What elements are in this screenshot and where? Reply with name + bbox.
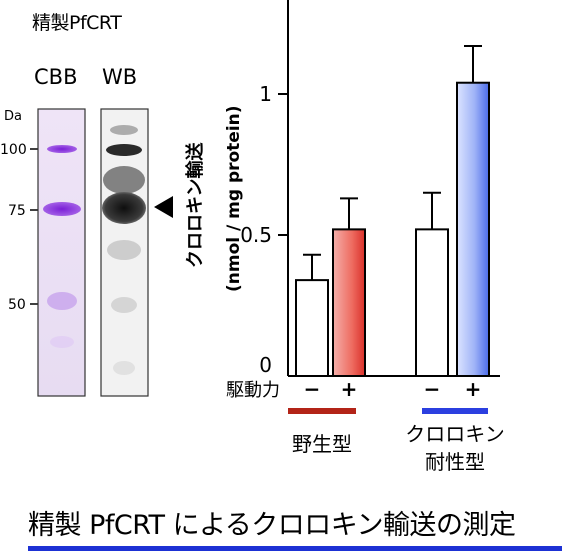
cbb-band-faint: [50, 336, 74, 348]
x-row-label: 駆動力: [226, 380, 280, 401]
cbb-band-100: [47, 145, 77, 153]
unit-label: Da: [4, 109, 22, 124]
caption-rule: [28, 546, 562, 551]
category-label-0: −: [304, 377, 321, 401]
bar-3: [456, 81, 490, 377]
wb-band-50: [111, 297, 137, 313]
group-bar-resistant: [422, 408, 488, 414]
figure-caption: 精製 PfCRT によるクロロキン輸送の測定: [28, 510, 516, 541]
marker-50: 50: [8, 297, 26, 313]
bar-2: [415, 228, 449, 377]
wb-band-100: [106, 144, 142, 156]
cbb-band-75: [43, 202, 81, 216]
category-label-1: +: [341, 377, 358, 401]
bar-0: [295, 279, 329, 377]
y-tick-label-0: 0: [259, 353, 272, 377]
protein-title: 精製PfCRT: [32, 12, 122, 34]
marker-100: 100: [0, 142, 27, 158]
cbb-band-50: [47, 292, 77, 310]
wb-band-top: [110, 125, 138, 135]
wb-band-75: [102, 192, 146, 224]
band-arrow-icon: [154, 196, 173, 218]
y-axis-unit: (nmol / mg protein): [224, 105, 244, 292]
y-tick-label-2: 1: [259, 82, 272, 106]
bar-chart: クロロキン輸送 (nmol / mg protein) 00.51 駆動力 − +…: [184, 0, 505, 474]
category-label-2: −: [424, 377, 441, 401]
marker-75: 75: [8, 203, 26, 219]
group-label-resistant-line1: クロロキン: [405, 422, 504, 446]
figure-canvas: CBB WB Da 100 75 50 クロロキン輸送 (nmol / mg p…: [0, 0, 505, 474]
lane-label-wb: WB: [102, 65, 137, 89]
y-axis-label: クロロキン輸送: [184, 142, 206, 268]
group-label-resistant-line2: 耐性型: [425, 450, 485, 474]
wb-band-bottom: [113, 361, 135, 375]
bar-1: [332, 228, 366, 377]
wb-band-smear: [103, 166, 145, 194]
category-label-3: +: [465, 377, 482, 401]
y-tick-label-1: 0.5: [240, 223, 272, 247]
lane-label-cbb: CBB: [34, 65, 77, 89]
group-label-wildtype: 野生型: [292, 432, 352, 456]
cbb-lane: [37, 108, 86, 397]
wb-band-lower: [107, 240, 141, 260]
group-bar-wildtype: [288, 408, 356, 414]
